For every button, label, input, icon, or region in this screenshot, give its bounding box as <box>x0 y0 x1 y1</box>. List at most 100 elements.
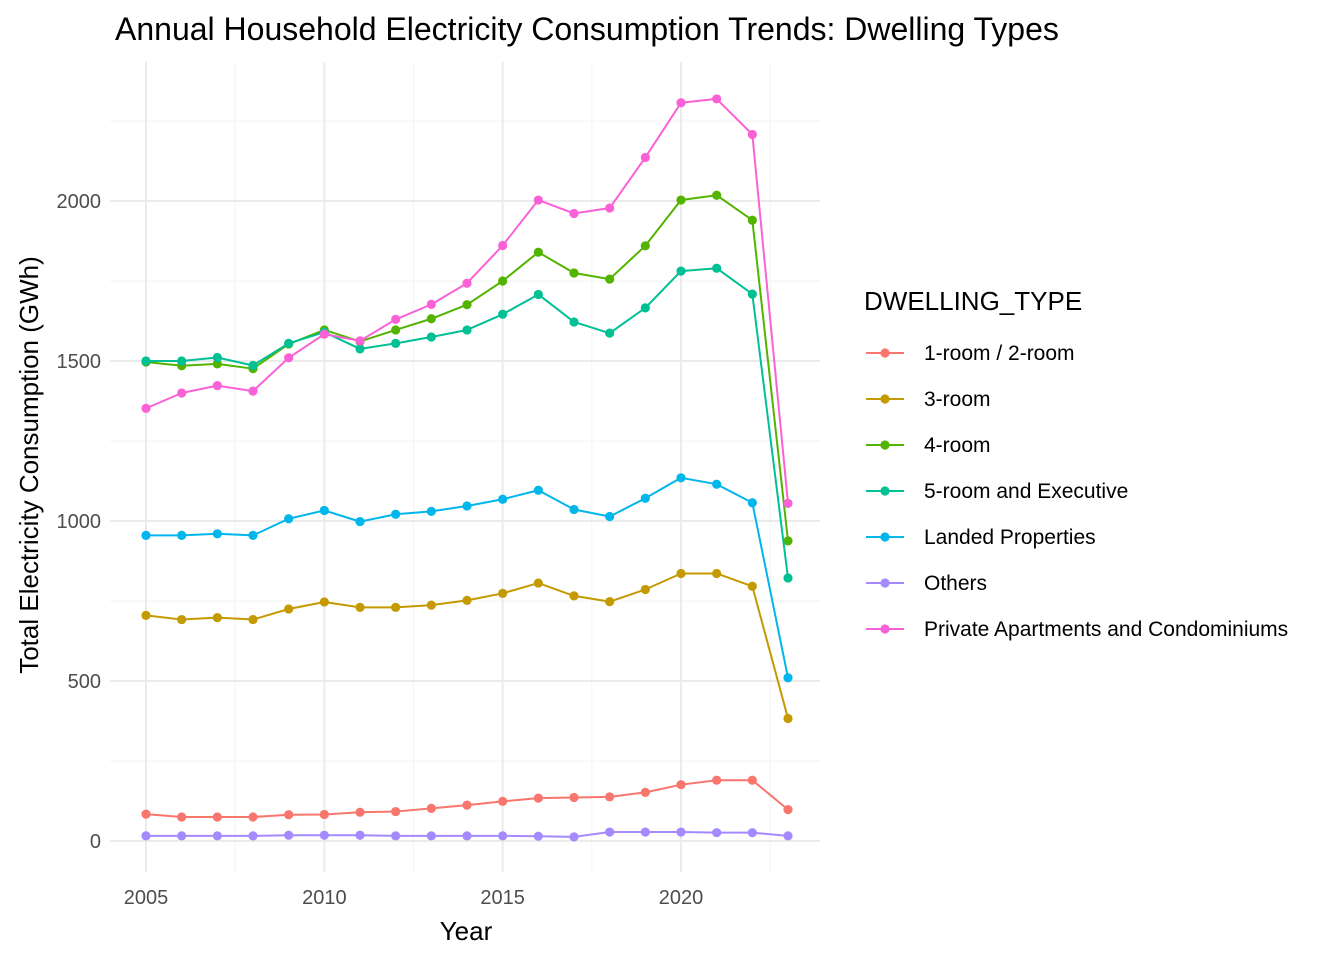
series-5 <box>141 827 793 842</box>
data-point <box>605 597 615 607</box>
data-point <box>355 602 365 613</box>
legend-key-point <box>880 532 890 542</box>
minor-gridlines <box>110 62 820 872</box>
y-tick-label: 1000 <box>57 511 102 533</box>
data-point <box>747 129 757 140</box>
data-point <box>747 215 757 225</box>
data-point <box>319 597 329 607</box>
data-point <box>569 268 579 278</box>
series-line <box>145 194 789 541</box>
legend-label: 1-room / 2-room <box>924 342 1075 365</box>
data-point <box>747 581 757 591</box>
data-point <box>605 511 615 522</box>
legend-item: 4-room <box>866 434 991 457</box>
data-point <box>498 796 508 806</box>
data-point <box>747 775 757 785</box>
x-tick-label: 2015 <box>480 887 525 909</box>
data-point <box>462 501 472 511</box>
series-2 <box>141 190 793 546</box>
data-point <box>391 806 401 817</box>
data-point <box>569 208 579 219</box>
data-point <box>391 325 401 335</box>
data-point <box>712 568 722 579</box>
data-point <box>676 827 686 837</box>
series-line <box>146 267 789 579</box>
x-axis-tick-labels: 2005 2010 2015 2020 <box>124 887 704 909</box>
data-point <box>284 810 294 820</box>
series-line <box>145 572 789 719</box>
data-point <box>355 830 365 840</box>
data-point <box>355 344 365 354</box>
data-point <box>426 332 436 342</box>
data-point <box>462 800 472 810</box>
series-0 <box>141 775 793 822</box>
data-point <box>177 812 187 822</box>
series-line <box>145 779 789 818</box>
y-axis-tick-labels: 0 500 1000 1500 2000 <box>57 191 102 853</box>
series-1 <box>141 568 793 724</box>
data-point <box>248 360 258 371</box>
data-point <box>141 530 151 541</box>
data-point <box>391 602 401 613</box>
data-point <box>284 830 294 840</box>
data-point <box>605 328 615 338</box>
data-point <box>177 388 187 398</box>
data-point <box>248 530 258 541</box>
data-point <box>605 203 615 213</box>
series-layer <box>141 94 793 842</box>
data-point <box>141 831 151 841</box>
data-point <box>426 299 436 309</box>
data-point <box>212 831 222 841</box>
data-point <box>640 493 650 503</box>
data-point <box>640 303 650 313</box>
data-point <box>248 812 258 822</box>
data-point <box>676 473 686 483</box>
legend-item: Landed Properties <box>866 526 1096 549</box>
data-point <box>212 359 222 369</box>
legend-key-point <box>880 440 890 450</box>
y-tick-label: 1500 <box>57 351 102 373</box>
data-point <box>212 812 222 822</box>
data-point <box>783 573 793 583</box>
data-point <box>498 276 508 286</box>
series-6 <box>141 94 793 508</box>
data-point <box>533 195 543 205</box>
data-point <box>712 94 722 104</box>
legend-key-point <box>880 578 890 588</box>
y-tick-label: 2000 <box>57 191 102 213</box>
data-point <box>783 713 793 724</box>
legend-key-point <box>880 486 890 496</box>
data-point <box>783 831 793 841</box>
data-point <box>141 809 151 819</box>
data-point <box>712 263 722 273</box>
data-point <box>533 793 543 803</box>
data-point <box>498 309 508 319</box>
legend-label: 3-room <box>924 388 991 411</box>
data-point <box>462 595 472 605</box>
data-point <box>391 338 401 348</box>
data-point <box>712 775 722 785</box>
data-point <box>426 831 436 841</box>
data-point <box>747 828 757 838</box>
data-point <box>676 568 686 579</box>
legend-title: DWELLING_TYPE <box>864 286 1082 316</box>
data-point <box>355 517 365 527</box>
data-point <box>212 381 222 391</box>
legend-key-point <box>880 348 890 358</box>
data-point <box>141 403 151 413</box>
data-point <box>533 289 543 300</box>
data-point <box>319 329 329 339</box>
legend-item: 3-room <box>866 388 991 411</box>
data-point <box>569 317 579 327</box>
data-point <box>783 498 793 508</box>
legend-label: 5-room and Executive <box>924 480 1128 503</box>
data-point <box>426 803 436 813</box>
data-point <box>284 514 294 524</box>
data-point <box>212 529 222 539</box>
data-point <box>248 614 258 625</box>
data-point <box>676 195 686 205</box>
data-point <box>319 505 329 516</box>
data-point <box>676 266 686 276</box>
data-point <box>712 828 722 838</box>
